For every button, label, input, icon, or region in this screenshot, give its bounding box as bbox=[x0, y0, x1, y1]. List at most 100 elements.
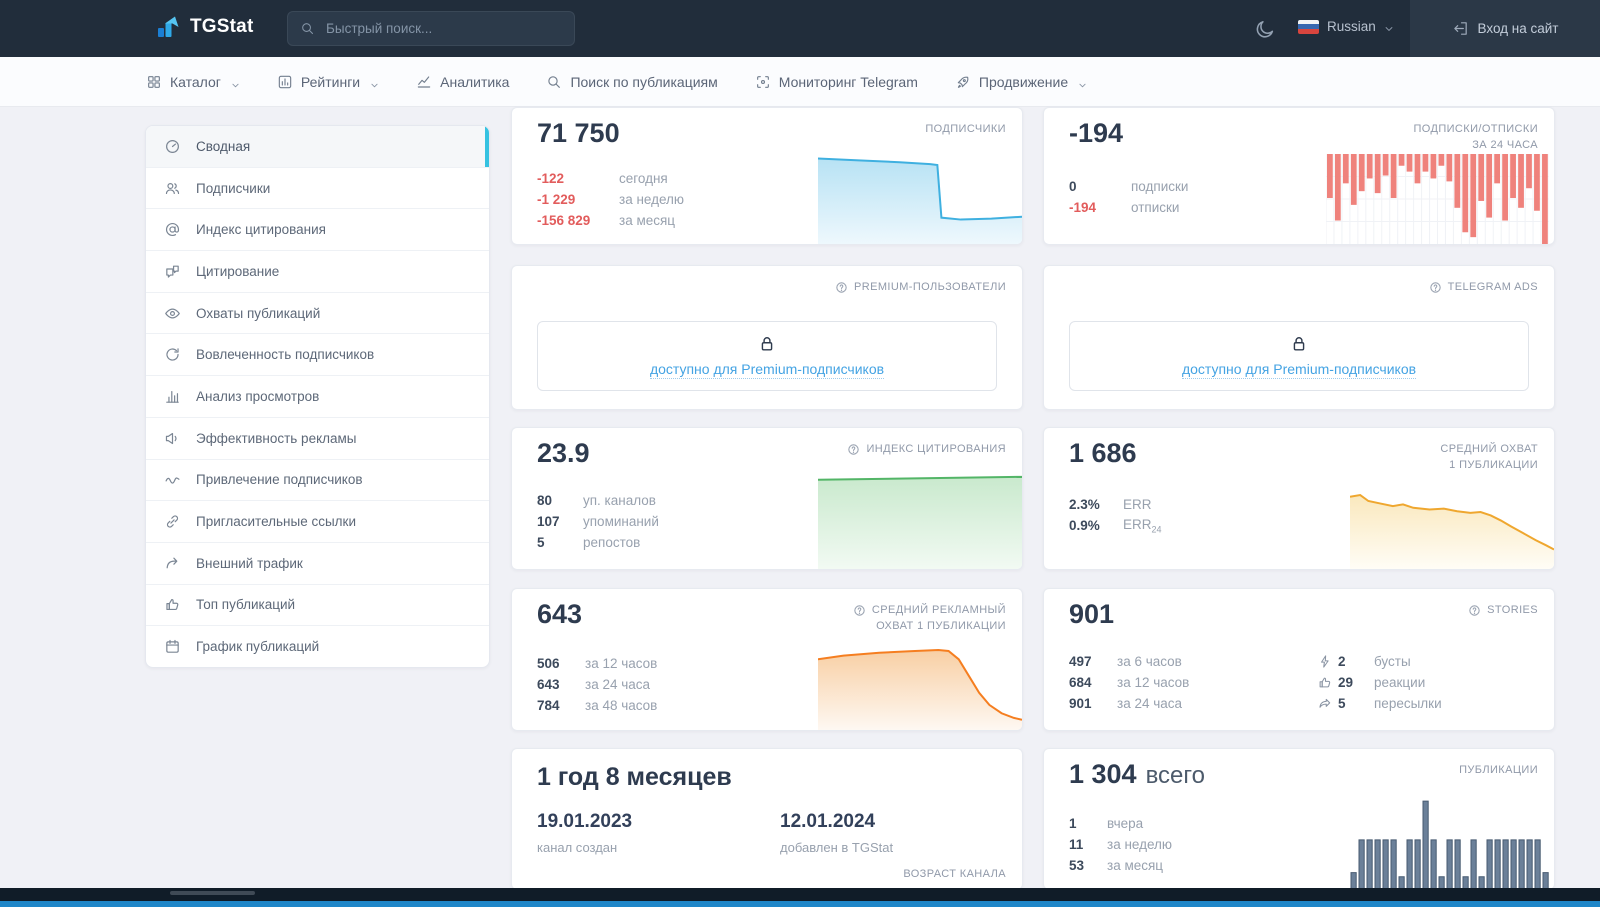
language-label: Russian bbox=[1327, 19, 1376, 34]
stat-label: ERR24 bbox=[1123, 517, 1162, 535]
nav-item-label: Рейтинги bbox=[301, 74, 360, 90]
card-subscribers: 71 750 ПОДПИСЧИКИ -122сегодня-1 229за не… bbox=[511, 107, 1023, 245]
stat-label: за 12 часов bbox=[1117, 675, 1189, 690]
quick-search[interactable] bbox=[287, 11, 575, 46]
sidebar-item-posts-schedule[interactable]: График публикаций bbox=[146, 625, 489, 667]
search-icon bbox=[546, 74, 562, 90]
stat-value: 5 bbox=[1338, 696, 1374, 711]
sidebar-item-invite-links[interactable]: Пригласительные ссылки bbox=[146, 500, 489, 542]
language-selector[interactable]: Russian bbox=[1298, 19, 1394, 34]
stat-label: за 6 часов bbox=[1117, 654, 1182, 669]
nav-item-monitoring[interactable]: Мониторинг Telegram bbox=[755, 74, 918, 90]
stat-value: 901 bbox=[1069, 696, 1117, 711]
sidebar-item-summary[interactable]: Сводная bbox=[146, 126, 489, 167]
stat-row: -1 229за неделю bbox=[537, 189, 684, 210]
sidebar: Сводная Подписчики Индекс цитированияЦитир… bbox=[145, 125, 490, 668]
stat-row: 901за 24 часа bbox=[1069, 693, 1189, 714]
stat-row: 80уп. каналов bbox=[537, 490, 659, 511]
subs-unsubs-stats: 0подписки-194отписки bbox=[1069, 176, 1188, 218]
card-title: ИНДЕКС ЦИТИРОВАНИЯ bbox=[847, 441, 1006, 457]
sidebar-item-subscriber-acquisition[interactable]: Привлечение подписчиков bbox=[146, 459, 489, 501]
help-icon bbox=[1429, 281, 1442, 294]
subs-unsubs-value: -194 bbox=[1069, 118, 1123, 149]
stat-label: реакции bbox=[1374, 675, 1425, 690]
publications-stats: 1вчера11за неделю53за месяц bbox=[1069, 813, 1172, 876]
nav-item-post-search[interactable]: Поиск по публикациям bbox=[546, 74, 717, 90]
sidebar-item-label: Привлечение подписчиков bbox=[196, 472, 363, 487]
sidebar-item-label: Анализ просмотров bbox=[196, 389, 319, 404]
grid-icon bbox=[146, 74, 162, 90]
stat-row: 5пересылки bbox=[1312, 693, 1442, 714]
login-button[interactable]: Вход на сайт bbox=[1410, 0, 1600, 57]
stat-value: 497 bbox=[1069, 654, 1117, 669]
nav-item-catalog[interactable]: Каталог bbox=[146, 74, 240, 90]
stories-value: 901 bbox=[1069, 599, 1114, 630]
sidebar-item-top-posts[interactable]: Топ публикаций bbox=[146, 584, 489, 626]
sidebar-item-citations[interactable]: Цитирование bbox=[146, 250, 489, 292]
bar-chart-icon bbox=[164, 388, 181, 405]
card-premium-users: PREMIUM-ПОЛЬЗОВАТЕЛИ доступно для Premiu… bbox=[511, 265, 1023, 410]
lock-icon bbox=[757, 334, 777, 354]
top-navbar: TGStat Russian Вход на сайт bbox=[0, 0, 1600, 57]
brand-name: TGStat bbox=[190, 16, 253, 38]
added-date: 12.01.2024 bbox=[780, 811, 893, 833]
stat-value: 11 bbox=[1069, 837, 1107, 852]
stat-label: отписки bbox=[1131, 200, 1179, 215]
megaphone-icon bbox=[164, 430, 181, 447]
gauge-icon bbox=[164, 138, 181, 155]
sidebar-item-views-analysis[interactable]: Анализ просмотров bbox=[146, 375, 489, 417]
chevron-down-icon bbox=[1078, 77, 1087, 86]
stat-row: 0.9%ERR24 bbox=[1069, 515, 1162, 536]
quick-search-input[interactable] bbox=[324, 20, 562, 37]
sidebar-item-label: Пригласительные ссылки bbox=[196, 514, 356, 529]
scrollbar-thumb[interactable] bbox=[170, 891, 255, 895]
card-title: STORIES bbox=[1468, 602, 1538, 618]
stat-label: за неделю bbox=[1107, 837, 1172, 852]
premium-link[interactable]: доступно для Premium-подписчиков bbox=[650, 361, 884, 379]
stat-label: бусты bbox=[1374, 654, 1411, 669]
stat-label: за 24 часа bbox=[585, 677, 650, 692]
stat-label: ERR bbox=[1123, 497, 1152, 512]
card-subs-unsubs: -194 ПОДПИСКИ/ОТПИСКИ ЗА 24 ЧАСА 0подпис… bbox=[1043, 107, 1555, 245]
stories-stats-left: 497за 6 часов684за 12 часов901за 24 часа bbox=[1069, 651, 1189, 714]
nav-item-ratings[interactable]: Рейтинги bbox=[277, 74, 379, 90]
footer-strip bbox=[0, 888, 1600, 907]
nav-item-analytics[interactable]: Аналитика bbox=[416, 74, 509, 90]
tgstat-dashboard: TGStat Russian Вход на сайт Каталог Рейти… bbox=[0, 0, 1600, 907]
chevron-down-icon bbox=[1384, 22, 1394, 32]
tgstat-logo[interactable]: TGStat bbox=[155, 14, 253, 40]
nav-item-label: Продвижение bbox=[979, 74, 1068, 90]
stat-value: -156 829 bbox=[537, 213, 619, 228]
sidebar-item-label: Подписчики bbox=[196, 181, 270, 196]
card-title: TELEGRAM ADS bbox=[1429, 279, 1538, 295]
stat-row: 11за неделю bbox=[1069, 834, 1172, 855]
sidebar-item-external-traffic[interactable]: Внешний трафик bbox=[146, 542, 489, 584]
russian-flag-icon bbox=[1298, 20, 1319, 34]
sidebar-item-label: Внешний трафик bbox=[196, 556, 303, 571]
sidebar-item-label: Топ публикаций bbox=[196, 597, 295, 612]
sidebar-item-citation-index[interactable]: Индекс цитирования bbox=[146, 208, 489, 250]
average-reach-value: 1 686 bbox=[1069, 438, 1137, 469]
sidebar-item-ad-efficiency[interactable]: Эффективность рекламы bbox=[146, 417, 489, 459]
sidebar-item-subscriber-engagement[interactable]: Вовлеченность подписчиков bbox=[146, 333, 489, 375]
sidebar-item-post-reach[interactable]: Охваты публикаций bbox=[146, 292, 489, 334]
stat-value: -122 bbox=[537, 171, 619, 186]
card-citation-index: 23.9 ИНДЕКС ЦИТИРОВАНИЯ 80уп. каналов107… bbox=[511, 427, 1023, 570]
users-icon bbox=[164, 180, 181, 197]
sidebar-item-subscribers[interactable]: Подписчики bbox=[146, 167, 489, 209]
stat-value: 0 bbox=[1069, 179, 1131, 194]
rocket-icon bbox=[955, 74, 971, 90]
login-label: Вход на сайт bbox=[1478, 21, 1559, 36]
nav-item-promotion[interactable]: Продвижение bbox=[955, 74, 1087, 90]
search-icon bbox=[300, 21, 315, 36]
main-menu: Каталог Рейтинги Аналитика Поиск по публика… bbox=[0, 57, 1600, 107]
created-label: канал создан bbox=[537, 840, 632, 855]
sidebar-item-label: График публикаций bbox=[196, 639, 319, 654]
dark-mode-toggle[interactable] bbox=[1254, 18, 1276, 40]
stat-label: уп. каналов bbox=[583, 493, 656, 508]
stat-label: пересылки bbox=[1374, 696, 1442, 711]
stat-row: 1вчера bbox=[1069, 813, 1172, 834]
premium-link[interactable]: доступно для Premium-подписчиков bbox=[1182, 361, 1416, 379]
stat-row: 506за 12 часов bbox=[537, 653, 657, 674]
stat-label: за 24 часа bbox=[1117, 696, 1182, 711]
